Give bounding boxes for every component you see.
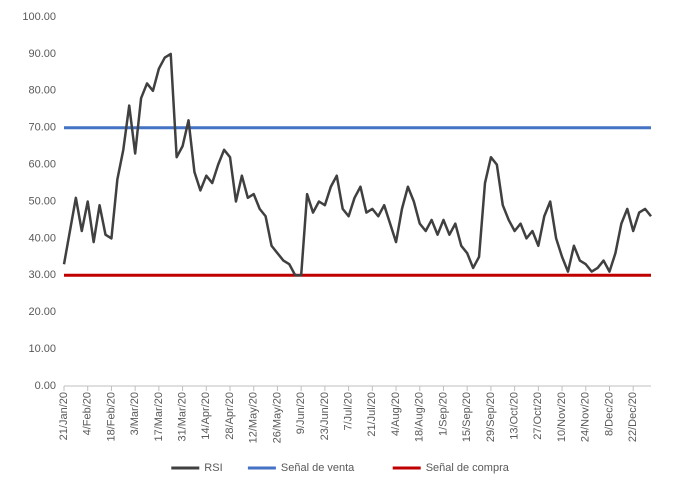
x-tick-label: 17/Mar/20 bbox=[153, 392, 165, 442]
x-tick-label: 22/Dec/20 bbox=[627, 392, 639, 442]
x-tick-label: 7/Jul/20 bbox=[343, 392, 355, 431]
x-tick-label: 4/Aug/20 bbox=[390, 392, 402, 436]
y-tick-label: 100.00 bbox=[22, 11, 56, 23]
y-tick-label: 80.00 bbox=[28, 85, 56, 97]
y-tick-label: 30.00 bbox=[28, 269, 56, 281]
legend-label: RSI bbox=[204, 462, 222, 474]
series-line bbox=[62, 52, 652, 277]
x-tick-label: 14/Apr/20 bbox=[200, 392, 212, 440]
y-tick-label: 70.00 bbox=[28, 122, 56, 134]
legend-label: Señal de compra bbox=[426, 462, 510, 474]
y-tick-label: 0.00 bbox=[35, 380, 56, 392]
y-tick-label: 50.00 bbox=[28, 195, 56, 207]
y-tick-label: 40.00 bbox=[28, 232, 56, 244]
x-tick-label: 18/Feb/20 bbox=[105, 392, 117, 442]
y-tick-label: 20.00 bbox=[28, 306, 56, 318]
x-tick-label: 10/Nov/20 bbox=[556, 392, 568, 442]
x-tick-label: 26/May/20 bbox=[271, 392, 283, 443]
legend-label: Señal de venta bbox=[281, 462, 355, 474]
x-tick-label: 8/Dec/20 bbox=[603, 392, 615, 436]
x-tick-label: 9/Jun/20 bbox=[295, 392, 307, 434]
x-tick-label: 15/Sep/20 bbox=[461, 392, 473, 442]
y-tick-label: 10.00 bbox=[28, 343, 56, 355]
x-tick-label: 1/Sep/20 bbox=[437, 392, 449, 436]
x-tick-label: 18/Aug/20 bbox=[414, 392, 426, 442]
x-tick-label: 21/Jan/20 bbox=[58, 392, 70, 440]
x-tick-label: 4/Feb/20 bbox=[82, 392, 94, 435]
y-tick-label: 90.00 bbox=[28, 48, 56, 60]
x-tick-label: 13/Oct/20 bbox=[509, 392, 521, 440]
x-tick-label: 12/May/20 bbox=[248, 392, 260, 443]
x-tick-label: 21/Jul/20 bbox=[366, 392, 378, 437]
x-tick-label: 27/Oct/20 bbox=[532, 392, 544, 440]
x-tick-label: 24/Nov/20 bbox=[580, 392, 592, 442]
x-tick-label: 23/Jun/20 bbox=[319, 392, 331, 440]
x-tick-label: 3/Mar/20 bbox=[129, 392, 141, 435]
x-tick-label: 29/Sep/20 bbox=[485, 392, 497, 442]
x-tick-label: 28/Apr/20 bbox=[224, 392, 236, 440]
x-tick-label: 31/Mar/20 bbox=[176, 392, 188, 442]
y-tick-label: 60.00 bbox=[28, 159, 56, 171]
